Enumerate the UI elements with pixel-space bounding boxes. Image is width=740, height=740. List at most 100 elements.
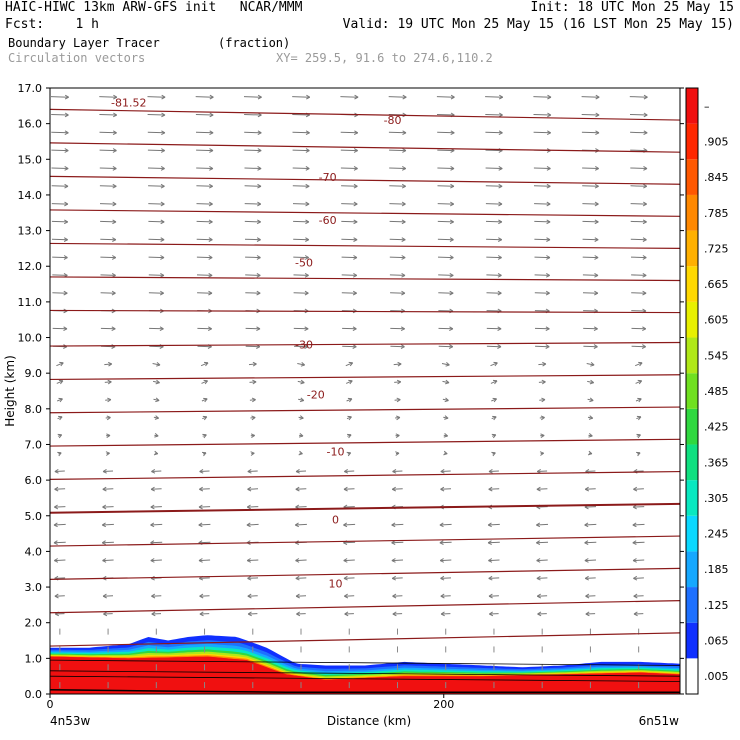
x-right-end-label: 6n51w — [639, 714, 680, 728]
y-tick-label: 3.0 — [25, 581, 43, 594]
y-axis-label: Height (km) — [3, 355, 17, 426]
x-axis-label: Distance (km) — [327, 714, 411, 728]
circulation-vector — [391, 575, 403, 581]
circulation-vector — [153, 415, 160, 420]
circulation-vector — [344, 593, 355, 599]
circulation-vector — [293, 255, 309, 260]
contour-label: -70 — [319, 171, 337, 184]
colorbar-label: .065 — [704, 635, 729, 648]
circulation-vector — [442, 379, 450, 385]
circulation-vector — [202, 415, 208, 421]
contour-label: -60 — [319, 214, 337, 227]
circulation-vector — [105, 415, 111, 421]
temperature-contour — [49, 242, 681, 250]
circulation-vector — [539, 397, 546, 403]
y-tick-label: 6.0 — [25, 474, 43, 487]
circulation-vector — [581, 130, 600, 136]
temperature-contour — [49, 276, 681, 282]
circulation-vector — [582, 201, 599, 207]
circulation-vector — [633, 593, 644, 599]
circulation-vector — [249, 379, 257, 385]
circulation-vector — [392, 611, 403, 617]
y-tick-label: 7.0 — [25, 438, 43, 451]
circulation-vector — [635, 379, 643, 385]
circulation-vector — [630, 201, 647, 207]
circulation-vector — [298, 450, 303, 456]
temperature-contour — [49, 535, 681, 547]
circulation-vector — [389, 148, 407, 153]
circulation-vector — [630, 165, 648, 171]
circulation-vector — [341, 255, 358, 260]
colorbar-swatch — [686, 587, 698, 623]
circulation-vector — [582, 255, 599, 260]
circulation-vector — [245, 326, 261, 332]
circulation-vector — [485, 183, 503, 189]
circulation-vector — [533, 165, 551, 171]
circulation-vector — [245, 255, 261, 260]
circulation-vector — [632, 540, 645, 545]
circulation-vector — [345, 361, 354, 367]
y-tick-label: 13.0 — [18, 225, 43, 238]
contour-label: -80 — [384, 114, 402, 127]
circulation-vector — [582, 219, 599, 225]
circulation-vector — [582, 272, 599, 278]
circulation-vector — [340, 94, 359, 100]
circulation-vector — [51, 183, 69, 189]
circulation-vector — [533, 183, 551, 189]
contour-label: -50 — [295, 257, 313, 270]
colorbar-swatch — [686, 230, 698, 267]
circulation-vector — [534, 201, 551, 207]
circulation-vector — [343, 575, 355, 581]
circulation-vector — [585, 593, 596, 599]
circulation-vector — [147, 165, 165, 171]
circulation-vector — [199, 611, 210, 617]
circulation-vector — [99, 183, 117, 189]
circulation-vector — [102, 468, 114, 474]
colorbar-label: – — [704, 100, 710, 113]
circulation-vector — [147, 112, 166, 118]
circulation-vector — [582, 290, 599, 296]
circulation-vector — [106, 433, 111, 439]
circulation-vector — [631, 344, 646, 349]
circulation-vector — [341, 237, 358, 242]
circulation-vector — [105, 397, 112, 403]
circulation-vector — [148, 272, 165, 278]
header-init-time: Init: 18 UTC Mon 25 May 15 — [530, 0, 735, 15]
circulation-vector — [201, 451, 207, 457]
circulation-vector — [630, 255, 647, 260]
circulation-vector — [440, 468, 451, 474]
circulation-vector — [197, 290, 213, 296]
circulation-vector — [244, 237, 261, 242]
temperature-contour — [49, 209, 681, 217]
circulation-vector — [629, 112, 648, 118]
circulation-vector — [246, 504, 259, 510]
circulation-vector — [148, 219, 165, 225]
circulation-vector — [202, 433, 207, 439]
circulation-vector — [293, 326, 309, 332]
colorbar-swatch — [686, 123, 698, 160]
circulation-vector — [244, 130, 262, 136]
circulation-vector — [486, 255, 502, 260]
circulation-vector — [342, 344, 357, 349]
circulation-vector — [585, 611, 596, 617]
circulation-vector — [201, 397, 208, 403]
circulation-vector — [148, 201, 165, 207]
circulation-vector — [631, 326, 647, 332]
circulation-vector — [586, 362, 595, 367]
circulation-vector — [440, 611, 451, 617]
circulation-vector — [584, 522, 597, 528]
circulation-vector — [150, 522, 163, 528]
circulation-vector — [390, 290, 406, 296]
circulation-vector — [195, 130, 214, 136]
circulation-vector — [100, 255, 117, 260]
circulation-vector — [104, 361, 113, 367]
temperature-contours-layer: -81.52 -80 -70 -60 -50 -30 -20 -10 0 10 — [49, 96, 681, 682]
circulation-vector — [54, 593, 65, 599]
circulation-vector — [245, 272, 261, 278]
circulation-vector — [486, 344, 502, 349]
axes-layer: 0.0 1.0 2.0 3.0 4.0 5.0 6.0 7.0 8.0 9.0 10.0 11.0 12… — [18, 82, 684, 711]
circulation-vector — [388, 130, 407, 136]
field-name: Boundary Layer Tracer — [8, 36, 160, 50]
circulation-vector — [584, 575, 596, 581]
